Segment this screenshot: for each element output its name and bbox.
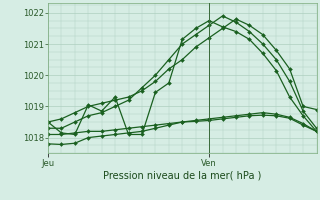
X-axis label: Pression niveau de la mer( hPa ): Pression niveau de la mer( hPa ) [103, 171, 261, 181]
